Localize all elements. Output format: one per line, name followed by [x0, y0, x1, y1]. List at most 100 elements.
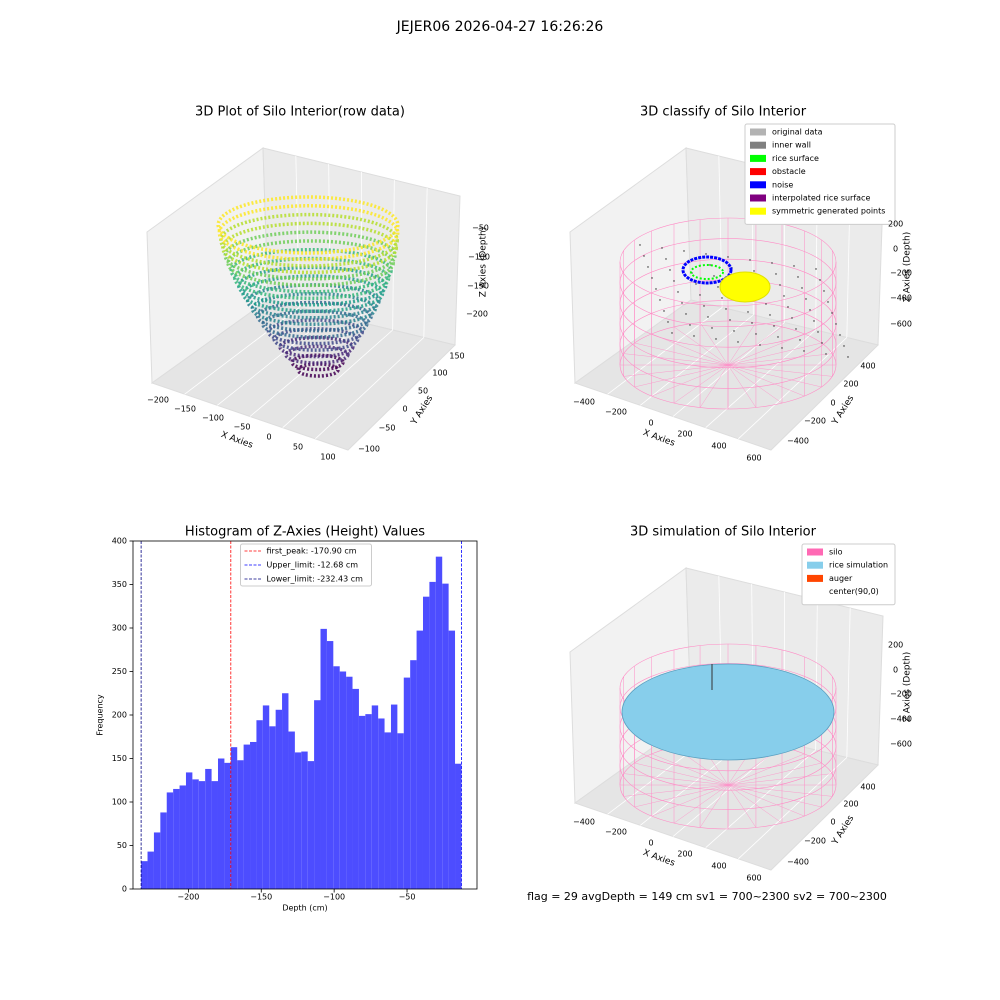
grid-point: [711, 327, 713, 329]
silo-floor: [727, 322, 757, 366]
pane-grid: [328, 163, 331, 316]
bar: [211, 781, 218, 889]
bar: [282, 693, 289, 889]
x-tick-label: −150: [250, 893, 272, 902]
grid-point: [749, 259, 751, 261]
silo-floor: [727, 364, 833, 377]
grid-point: [847, 356, 849, 358]
bar: [217, 758, 225, 889]
z-tick-label: −400: [890, 294, 912, 303]
grid-point: [647, 266, 649, 268]
grid-point: [715, 338, 717, 340]
x-tick-label: 0: [648, 839, 653, 848]
silo-floor: [727, 326, 783, 366]
silo-floor: [727, 773, 833, 786]
bar: [237, 760, 244, 889]
grid-point: [703, 305, 705, 307]
bar: [230, 747, 238, 889]
grid-point: [673, 280, 675, 282]
legend-label: Upper_limit: -12.68 cm: [267, 561, 359, 570]
rice-surface-cluster: [690, 264, 724, 280]
bar: [416, 630, 423, 889]
silo-floor: [673, 364, 729, 404]
bar: [442, 583, 449, 889]
bar: [250, 741, 257, 889]
grid-point: [765, 303, 767, 305]
grid-point: [689, 324, 691, 326]
grid-point: [793, 265, 795, 267]
x-tick-label: 100: [320, 453, 335, 462]
point-cloud-ring: [261, 309, 369, 339]
silo-floor: [634, 784, 729, 808]
x-tick-label: −150: [174, 405, 196, 414]
y-tick-label: 0: [122, 885, 127, 894]
y-tick-label: 350: [112, 580, 127, 589]
chart-title: Histogram of Z-Axies (Height) Values: [185, 525, 425, 540]
grid-point: [683, 250, 685, 252]
legend-label: original data: [772, 128, 823, 137]
x-tick-label: −200: [147, 396, 169, 405]
bar: [455, 763, 462, 889]
grid-point: [643, 255, 645, 257]
bar: [384, 732, 391, 889]
bar: [243, 744, 251, 889]
y-tick-label: 400: [112, 537, 127, 546]
bar: [358, 715, 366, 889]
grid-point: [693, 335, 695, 337]
grid-point: [709, 264, 711, 266]
x-tick-label: −100: [323, 893, 345, 902]
grid-point: [821, 342, 823, 344]
bar: [294, 752, 302, 889]
grid-point: [753, 270, 755, 272]
grid-point: [685, 313, 687, 315]
bar: [422, 596, 430, 889]
pane-grid: [705, 749, 816, 848]
legend-label: first_peak: -170.90 cm: [267, 547, 357, 556]
pane-grid: [315, 337, 425, 440]
x-tick-label: 0: [648, 419, 653, 428]
y-tick-label: −200: [804, 837, 826, 846]
grid-point: [803, 350, 805, 352]
z-tick-label: −50: [472, 224, 489, 233]
grid-point: [797, 276, 799, 278]
bar: [173, 788, 180, 889]
silo-floor: [699, 364, 729, 408]
y-tick-label: 400: [860, 783, 875, 792]
silo-floor: [727, 784, 805, 817]
grid-point: [651, 277, 653, 279]
y-tick-label: 50: [418, 387, 428, 396]
grid-point: [827, 301, 829, 303]
point-cloud-ring: [216, 195, 400, 255]
grid-point: [659, 299, 661, 301]
grid-point: [725, 308, 727, 310]
silo-floor: [727, 333, 805, 366]
grid-point: [695, 283, 697, 285]
y-tick-label: 400: [860, 362, 875, 371]
legend-box: [801, 543, 896, 606]
legend-label: interpolated rice surface: [772, 194, 870, 203]
x-tick-label: −200: [177, 893, 199, 902]
point-cloud-ring: [219, 212, 399, 268]
y-tick-label: 150: [112, 754, 127, 763]
point-cloud-ring: [233, 256, 391, 301]
silo-floor: [623, 364, 729, 377]
grid-point: [681, 302, 683, 304]
silo-floor: [727, 784, 783, 824]
point-cloud-ring: [272, 327, 360, 352]
grid-point: [787, 306, 789, 308]
panel-3d: [146, 147, 461, 451]
grid-point: [747, 311, 749, 313]
silo-floor: [651, 364, 729, 397]
silo-floor: [727, 364, 757, 408]
legend-swatch: [750, 128, 766, 136]
noise-cluster: [681, 255, 733, 285]
bar: [448, 630, 456, 889]
silo-floor: [727, 353, 833, 366]
silo-floor: [727, 342, 822, 366]
silo-floor: [699, 322, 729, 366]
grid-point: [781, 347, 783, 349]
bar: [179, 785, 186, 889]
bar: [371, 705, 379, 889]
y-tick-label: 50: [117, 841, 127, 850]
bar: [166, 792, 174, 889]
